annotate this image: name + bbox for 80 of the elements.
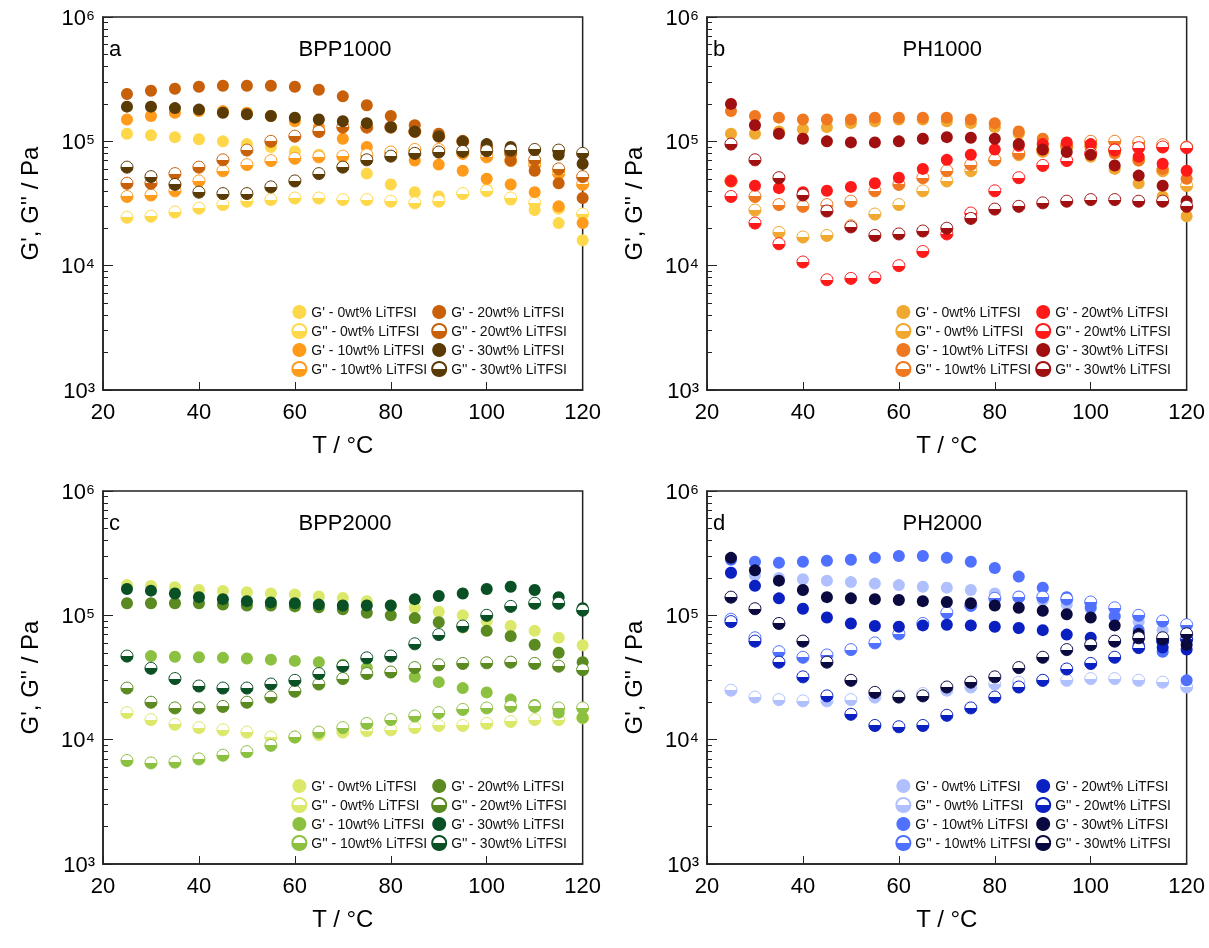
legend-label: G' - 10wt% LiTFSI xyxy=(915,342,1029,358)
legend-label: G' - 10wt% LiTFSI xyxy=(311,816,425,832)
legend-label: G'' - 0wt% LiTFSI xyxy=(915,323,1024,339)
legend-label: G' - 20wt% LiTFSI xyxy=(1055,778,1169,794)
legend-label: G' - 0wt% LiTFSI xyxy=(311,778,417,794)
legend-label: G'' - 10wt% LiTFSI xyxy=(311,835,428,851)
y-tick-label: 10⁵ xyxy=(61,602,95,628)
x-tick-label: 80 xyxy=(378,398,404,424)
x-tick-label: 60 xyxy=(886,398,912,424)
legend-label: G'' - 10wt% LiTFSI xyxy=(915,361,1032,377)
legend-label: G' - 20wt% LiTFSI xyxy=(451,778,565,794)
legend-label: G'' - 10wt% LiTFSI xyxy=(311,361,428,377)
legend-label: G' - 10wt% LiTFSI xyxy=(311,342,425,358)
y-axis-title: G', G'' / Pa xyxy=(15,145,43,261)
text: BPP2000 xyxy=(298,509,392,535)
legend-label: G'' - 0wt% LiTFSI xyxy=(915,797,1024,813)
legend-label: G'' - 20wt% LiTFSI xyxy=(451,797,568,813)
y-tick-label: 10⁴ xyxy=(665,727,699,753)
y-tick-label: 10⁵ xyxy=(665,128,699,154)
legend-label: G'' - 20wt% LiTFSI xyxy=(451,323,568,339)
x-axis-title: T / °C xyxy=(916,430,978,458)
x-tick-label: 40 xyxy=(790,398,816,424)
x-tick-label: 80 xyxy=(982,872,1008,898)
legend-label: G'' - 0wt% LiTFSI xyxy=(311,797,420,813)
x-axis-title: T / °C xyxy=(312,904,374,932)
legend-label: G' - 20wt% LiTFSI xyxy=(451,304,565,320)
x-tick-label: 100 xyxy=(468,398,506,424)
x-tick-label: 80 xyxy=(982,398,1008,424)
annotation: a xyxy=(109,35,122,61)
legend-label: G'' - 30wt% LiTFSI xyxy=(451,835,568,851)
x-tick-label: 60 xyxy=(886,872,912,898)
legend-label: G' - 30wt% LiTFSI xyxy=(451,816,565,832)
y-tick-label: 10⁶ xyxy=(61,4,95,30)
legend-label: G' - 0wt% LiTFSI xyxy=(915,304,1021,320)
legend-label: G' - 30wt% LiTFSI xyxy=(1055,816,1169,832)
legend-label: G' - 0wt% LiTFSI xyxy=(311,304,417,320)
legend-label: G'' - 30wt% LiTFSI xyxy=(1055,361,1172,377)
x-tick-label: 100 xyxy=(1072,872,1110,898)
y-tick-label: 10⁶ xyxy=(61,478,95,504)
legend-label: G'' - 30wt% LiTFSI xyxy=(451,361,568,377)
annotation: c xyxy=(109,509,120,535)
x-tick-label: 120 xyxy=(1168,398,1206,424)
y-tick-label: 10⁴ xyxy=(665,253,699,279)
legend-label: G'' - 0wt% LiTFSI xyxy=(311,323,420,339)
y-tick-label: 10⁵ xyxy=(665,602,699,628)
y-axis-title: G', G'' / Pa xyxy=(619,145,647,261)
x-tick-label: 40 xyxy=(186,872,212,898)
y-axis-title: G', G'' / Pa xyxy=(15,619,43,735)
y-tick-label: 10⁴ xyxy=(61,253,95,279)
legend-label: G' - 30wt% LiTFSI xyxy=(1055,342,1169,358)
x-tick-label: 40 xyxy=(790,872,816,898)
legend-label: G' - 0wt% LiTFSI xyxy=(915,778,1021,794)
y-tick-label: 10⁴ xyxy=(61,727,95,753)
legend-label: G' - 30wt% LiTFSI xyxy=(451,342,565,358)
text: PH1000 xyxy=(902,35,983,61)
annotation: d xyxy=(713,509,726,535)
x-tick-label: 40 xyxy=(186,398,212,424)
x-axis-title: T / °C xyxy=(916,904,978,932)
x-tick-label: 120 xyxy=(1168,872,1206,898)
y-axis-title: G', G'' / Pa xyxy=(619,619,647,735)
legend-label: G' - 20wt% LiTFSI xyxy=(1055,304,1169,320)
x-tick-label: 120 xyxy=(564,398,602,424)
y-tick-label: 10⁵ xyxy=(61,128,95,154)
x-tick-label: 80 xyxy=(378,872,404,898)
legend-label: G' - 10wt% LiTFSI xyxy=(915,816,1029,832)
x-tick-label: 60 xyxy=(282,872,308,898)
legend-label: G'' - 30wt% LiTFSI xyxy=(1055,835,1172,851)
x-tick-label: 120 xyxy=(564,872,602,898)
x-tick-label: 60 xyxy=(282,398,308,424)
legend-label: G'' - 20wt% LiTFSI xyxy=(1055,323,1172,339)
annotation: b xyxy=(713,35,726,61)
y-tick-label: 10⁶ xyxy=(665,478,699,504)
text: PH2000 xyxy=(902,509,983,535)
y-tick-label: 10⁶ xyxy=(665,4,699,30)
legend-label: G'' - 10wt% LiTFSI xyxy=(915,835,1032,851)
legend-label: G'' - 20wt% LiTFSI xyxy=(1055,797,1172,813)
x-tick-label: 100 xyxy=(468,872,506,898)
text: BPP1000 xyxy=(298,35,392,61)
x-axis-title: T / °C xyxy=(312,430,374,458)
x-tick-label: 100 xyxy=(1072,398,1110,424)
